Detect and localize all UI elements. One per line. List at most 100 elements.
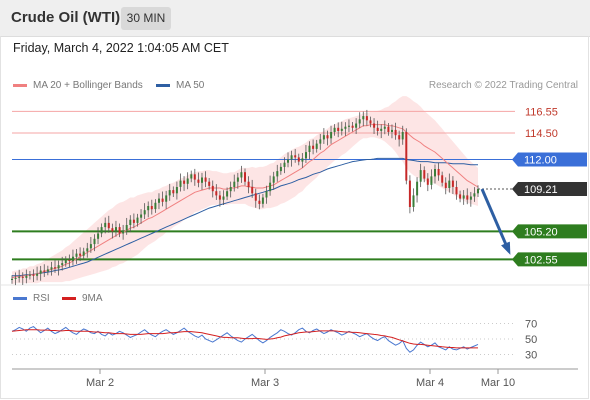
candle-body (308, 145, 311, 152)
candle-body (297, 157, 300, 162)
candle-body (294, 155, 297, 158)
legend-ma20-label: MA 20 + Bollinger Bands (33, 80, 143, 91)
pivot-label: 112.00 (524, 154, 557, 166)
candle-body (175, 187, 178, 194)
candle-body (97, 233, 100, 239)
legend-9ma-label: 9MA (82, 293, 103, 304)
candle-body (362, 116, 365, 120)
candle-body (434, 169, 436, 177)
candle-body (43, 270, 46, 272)
candle-body (86, 248, 89, 252)
candle-body (451, 180, 454, 187)
legend-ma50: MA 50 (156, 80, 204, 91)
candle-body (272, 176, 275, 183)
candle-body (229, 187, 232, 192)
candle-body (111, 228, 114, 232)
candle-body (269, 182, 272, 192)
rsi-tick-label: 30 (525, 350, 537, 362)
candle-body (79, 253, 82, 256)
candle-body (469, 196, 472, 200)
candle-body (333, 127, 336, 132)
candle-body (100, 227, 103, 234)
candle-body (351, 125, 354, 128)
candle-body (32, 274, 35, 276)
candle-body (319, 139, 322, 144)
candle-body (340, 128, 343, 131)
candle-body (50, 267, 53, 270)
candle-body (412, 195, 415, 207)
candle-body (305, 152, 307, 159)
candle-body (165, 195, 168, 202)
support-label: 105.20 (524, 226, 558, 238)
candle-body (143, 210, 146, 215)
candle-body (290, 155, 293, 160)
candle-body (383, 126, 386, 129)
candle-body (107, 222, 110, 229)
candle-body (459, 194, 462, 199)
candle-body (358, 119, 361, 124)
candle-body (36, 273, 39, 276)
candle-body (326, 135, 329, 139)
candle-body (416, 181, 419, 196)
candle-body (462, 195, 465, 199)
rsi-ma9-line (11, 329, 478, 349)
candle-body (312, 145, 315, 149)
candle-body (419, 170, 422, 182)
candle-body (158, 198, 160, 203)
candle-body (28, 274, 31, 276)
candle-body (68, 259, 71, 261)
candle-body (391, 129, 393, 132)
candle-body (18, 276, 21, 278)
candle-body (247, 181, 250, 187)
candle-body (193, 174, 196, 180)
candle-body (93, 238, 96, 245)
candle-body (104, 222, 107, 228)
instrument-title: Crude Oil (WTI) (11, 9, 121, 26)
timeframe-badge[interactable]: 30 MIN (121, 7, 171, 30)
candle-body (129, 219, 132, 225)
candle-body (57, 265, 60, 269)
candle-body (215, 191, 218, 196)
last-price-label: 109.21 (524, 184, 558, 196)
rsi-tick-label: 50 (525, 334, 537, 346)
candle-body (405, 132, 408, 181)
candle-body (226, 191, 229, 197)
candle-body (330, 132, 333, 139)
candle-body (25, 275, 28, 278)
rsi-line (11, 326, 479, 353)
x-tick-label: Mar 4 (416, 377, 444, 389)
candle-body (261, 197, 264, 204)
candle-body (132, 219, 135, 223)
candle-body (190, 174, 193, 179)
candle-body (473, 193, 476, 197)
x-tick-label: Mar 2 (86, 377, 114, 389)
candle-body (398, 135, 401, 140)
candle-body (179, 180, 182, 187)
candle-body (244, 172, 246, 182)
resistance-label: 114.50 (525, 128, 558, 140)
support-tag (512, 224, 587, 239)
candle-body (72, 256, 74, 261)
candle-body (315, 143, 318, 149)
candle-body (279, 166, 282, 172)
x-tick-label: Mar 3 (251, 377, 279, 389)
legend-rsi: RSI (13, 293, 50, 304)
candle-body (423, 170, 426, 179)
candle-body (276, 171, 279, 177)
candle-body (401, 132, 404, 140)
candle-body (204, 177, 207, 182)
candle-body (140, 214, 143, 218)
candle-body (254, 193, 257, 201)
candle-body (161, 198, 164, 202)
candle-body (387, 126, 390, 132)
candle-body (11, 278, 13, 280)
candle-body (283, 162, 286, 167)
candle-body (147, 206, 150, 211)
projection-arrow-head (501, 241, 511, 255)
support-label: 102.55 (524, 254, 558, 266)
candle-body (337, 127, 340, 131)
candle-body (136, 217, 139, 223)
candle-body (455, 187, 458, 195)
candle-body (448, 180, 451, 188)
